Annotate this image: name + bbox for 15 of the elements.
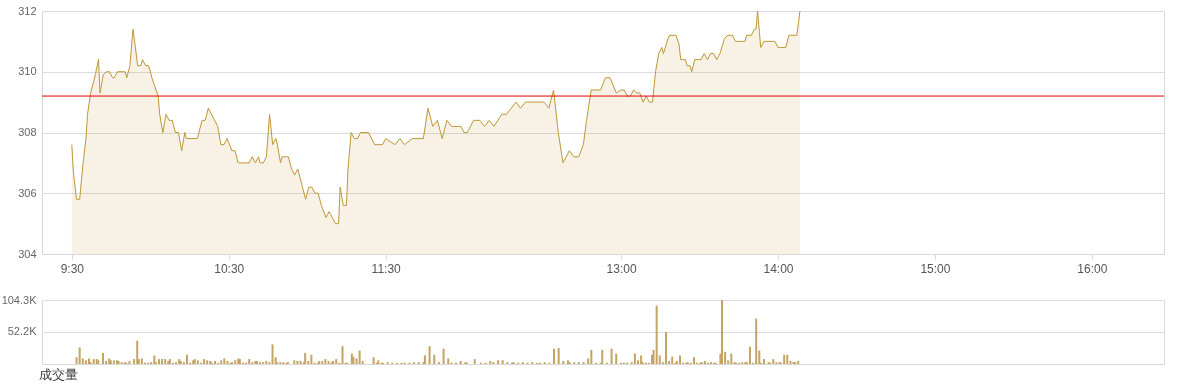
y-tick-label: 104.3K — [1, 293, 38, 306]
x-tick-label: 13:00 — [606, 261, 637, 276]
y-tick-label: 310 — [18, 65, 37, 78]
y-tick-label: 52.2K — [7, 325, 38, 338]
y-tick-label: 312 — [18, 4, 37, 17]
x-axis-title: 成交量 — [38, 366, 78, 382]
x-tick-label: 14:00 — [763, 261, 794, 276]
x-tick-label: 11:30 — [371, 261, 402, 276]
y-tick-label: 308 — [18, 126, 37, 138]
x-tick-label: 15:00 — [920, 261, 951, 276]
x-tick-label: 9:30 — [60, 261, 85, 276]
y-tick-label: 304 — [18, 247, 37, 260]
x-tick-label: 10:30 — [214, 261, 245, 276]
x-tick-label: 16:00 — [1077, 261, 1108, 276]
y-tick-label: 306 — [18, 186, 37, 199]
